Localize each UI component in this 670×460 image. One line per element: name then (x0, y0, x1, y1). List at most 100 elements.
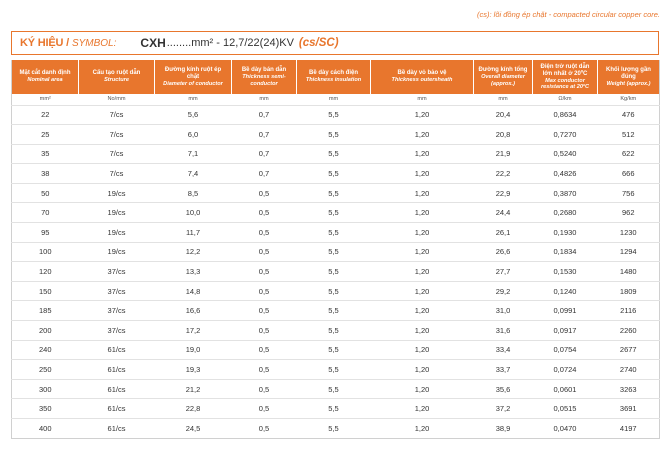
unit-cell: mm² (39, 96, 51, 103)
table-cell: 61/cs (78, 339, 155, 360)
table-cell: 5,5 (296, 143, 371, 164)
column-header-vi: Khối lượng gần đúng (606, 66, 651, 80)
column-header: Cấu tạo ruột dẫn Structure (78, 60, 155, 94)
table-cell: 0,5240 (532, 143, 598, 164)
table-cell: 38,9 (473, 418, 533, 439)
table-cell: 35,6 (473, 378, 533, 399)
table-cell: 7/cs (78, 104, 155, 125)
table-cell: 1,20 (370, 300, 474, 321)
table-cell: 1,20 (370, 104, 474, 125)
table-cell: 31,0 (473, 300, 533, 321)
column-header-vi: Bề dày bán dẫn (241, 67, 287, 73)
table-cell: 1809 (597, 280, 660, 301)
table-cell: 0,5 (231, 202, 297, 223)
table-cell: 0,7 (231, 104, 297, 125)
table-cell: 1,20 (370, 182, 474, 203)
table-cell: 1,20 (370, 261, 474, 282)
table-cell: 300 (11, 378, 79, 399)
table-cell: 100 (11, 241, 79, 262)
table-cell: 0,5 (231, 378, 297, 399)
table-cell: 13,3 (154, 261, 232, 282)
table-cell: 7/cs (78, 143, 155, 164)
table-cell: 666 (597, 163, 660, 184)
column-header-vi: Cấu tạo ruột dẫn (92, 70, 141, 77)
table-cell: 5,5 (296, 300, 371, 321)
table-cell: 0,5 (231, 398, 297, 419)
table-cell: 0,5 (231, 300, 297, 321)
table-cell: 8,5 (154, 182, 232, 203)
table-cell: 70 (11, 202, 79, 223)
column-header: Mặt cắt danh định Nominal area (11, 60, 79, 94)
table-cell: 95 (11, 222, 79, 243)
column-header: Đường kính ruột ép chặt Diameter of condu… (154, 60, 232, 94)
table-cell: 2260 (597, 320, 660, 341)
column-header-vi: Điện trở ruột dẫn lớn nhất ở 20ºC (540, 63, 590, 77)
table-cell: 61/cs (78, 398, 155, 419)
column-header-vi: Bề dày cách điện (308, 70, 359, 77)
table-row: 22 7/cs 5,6 0,7 5,5 1,20 20,4 0,8634 476 (11, 104, 660, 125)
table-cell: 1,20 (370, 124, 474, 145)
table-cell: 5,5 (296, 124, 371, 145)
table-cell: 17,2 (154, 320, 232, 341)
table-cell: 0,4826 (532, 163, 598, 184)
table-cell: 19/cs (78, 241, 155, 262)
table-cell: 5,5 (296, 261, 371, 282)
table-cell: 5,5 (296, 359, 371, 380)
table-cell: 24,5 (154, 418, 232, 439)
column-header: Bề dày cách điện Thickness insulation (296, 60, 371, 94)
unit-cell: mm (328, 96, 339, 103)
table-cell: 37/cs (78, 261, 155, 282)
footnote: (cs): lõi đồng ép chặt - compacted circu… (477, 10, 660, 19)
table-cell: 5,5 (296, 163, 371, 184)
column-header-en: Nominal area (27, 77, 63, 84)
table-cell: 0,1930 (532, 222, 598, 243)
table-cell: 1,20 (370, 143, 474, 164)
table-cell: 1,20 (370, 418, 474, 439)
table-cell: 61/cs (78, 418, 155, 439)
table-cell: 37,2 (473, 398, 533, 419)
table-cell: 29,2 (473, 280, 533, 301)
table-cell: 2740 (597, 359, 660, 380)
table-cell: 0,5 (231, 261, 297, 282)
table-cell: 0,0724 (532, 359, 598, 380)
column-header-en: Thickness insulation (305, 77, 362, 84)
table-cell: 185 (11, 300, 79, 321)
column-header-en: Diameter of conductor (163, 80, 223, 87)
cable-code: CXH (140, 36, 166, 50)
column-header-en: Max conductor resistance at 20ºC (540, 77, 590, 91)
table-cell: 12,2 (154, 241, 232, 262)
table-cell: 150 (11, 280, 79, 301)
table-cell: 20,8 (473, 124, 533, 145)
table-cell: 7,4 (154, 163, 232, 184)
table-cell: 0,5 (231, 339, 297, 360)
table-cell: 5,5 (296, 280, 371, 301)
table-cell: 0,0470 (532, 418, 598, 439)
table-row: 100 19/cs 12,2 0,5 5,5 1,20 26,6 0,1834 1294 (11, 241, 660, 262)
table-row: 400 61/cs 24,5 0,5 5,5 1,20 38,9 0,0470 4197 (11, 418, 660, 439)
table-cell: 61/cs (78, 378, 155, 399)
table-cell: 6,0 (154, 124, 232, 145)
table-cell: 3263 (597, 378, 660, 399)
units-row: mm² No/mm mm mm mm mm mm Ω/km Kg/km (12, 94, 660, 105)
unit-cell: Ω/km (558, 96, 572, 103)
table-cell: 1230 (597, 222, 660, 243)
table-cell: 22,2 (473, 163, 533, 184)
table-row: 150 37/cs 14,8 0,5 5,5 1,20 29,2 0,1240 1809 (11, 280, 660, 301)
table-cell: 50 (11, 182, 79, 203)
table-cell: 7/cs (78, 124, 155, 145)
table-cell: 7,1 (154, 143, 232, 164)
symbol-bar: KÝ HIỆU / SYMBOL: CXH ........mm² - 12,7… (11, 31, 659, 55)
table-cell: 37/cs (78, 300, 155, 321)
table-cell: 33,7 (473, 359, 533, 380)
table-row: 50 19/cs 8,5 0,5 5,5 1,20 22,9 0,3870 756 (11, 182, 660, 203)
table-cell: 0,0515 (532, 398, 598, 419)
table-cell: 1,20 (370, 359, 474, 380)
table-cell: 0,1240 (532, 280, 598, 301)
table-cell: 1,20 (370, 202, 474, 223)
table-cell: 35 (11, 143, 79, 164)
table-row: 95 19/cs 11,7 0,5 5,5 1,20 26,1 0,1930 1230 (11, 222, 660, 243)
table-row: 38 7/cs 7,4 0,7 5,5 1,20 22,2 0,4826 666 (11, 163, 660, 184)
symbol-label-en: SYMBOL: (71, 37, 117, 49)
table-cell: 33,4 (473, 339, 533, 360)
table-row: 350 61/cs 22,8 0,5 5,5 1,20 37,2 0,0515 3691 (11, 398, 660, 419)
